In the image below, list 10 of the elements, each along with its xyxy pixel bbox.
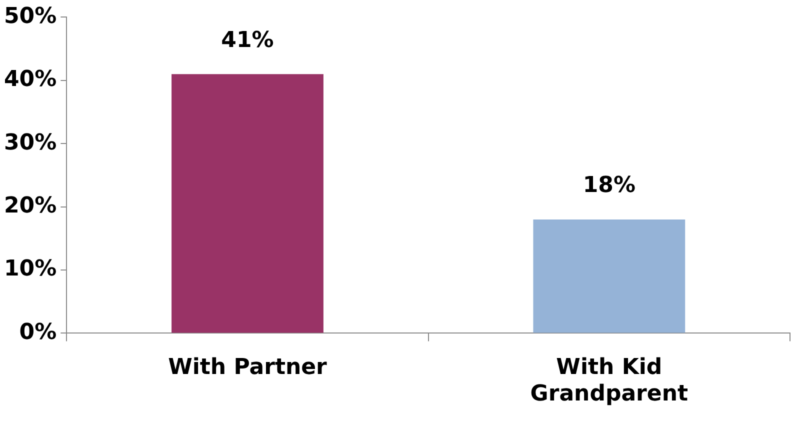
y-tick-label: 50% [4, 4, 57, 29]
y-tick-label: 20% [4, 194, 57, 219]
x-tick-label: With Kid Grandparent [530, 355, 688, 407]
data-label: 41% [221, 28, 274, 53]
y-tick-label: 10% [4, 256, 57, 282]
x-tick-label: With Partner [168, 355, 328, 380]
data-label: 18% [582, 173, 636, 198]
y-tick-label: 0% [19, 320, 57, 345]
y-tick-label: 30% [4, 130, 57, 156]
y-tick-label: 40% [4, 67, 57, 92]
